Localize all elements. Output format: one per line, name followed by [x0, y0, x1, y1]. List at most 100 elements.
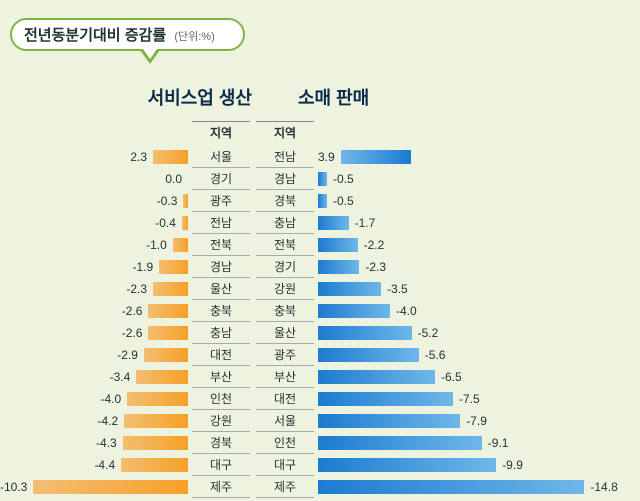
data-row: -3.4부산부산-6.5 — [0, 366, 640, 388]
left-region-cell: 충북 — [192, 301, 250, 322]
left-bar — [124, 414, 188, 428]
right-value-label: -9.1 — [488, 436, 509, 450]
right-value-label: -4.0 — [396, 304, 417, 318]
right-value-label: -14.8 — [590, 480, 617, 494]
right-region-cell: 인천 — [256, 433, 314, 454]
right-series-title: 소매 판매 — [280, 84, 640, 110]
data-row: -2.3울산강원-3.5 — [0, 278, 640, 300]
right-region-cell: 충남 — [256, 213, 314, 234]
chart-rows: 2.3서울전남3.90.0경기경남-0.5-0.3광주경북-0.5-0.4전남충… — [0, 146, 640, 498]
left-region-cell: 경기 — [192, 169, 250, 190]
left-bar — [123, 436, 188, 450]
right-bar — [341, 150, 411, 164]
left-bar — [136, 370, 188, 384]
right-bar — [318, 216, 349, 230]
right-region-cell: 경북 — [256, 191, 314, 212]
data-row: -1.0전북전북-2.2 — [0, 234, 640, 256]
right-bar — [318, 238, 358, 252]
left-region-cell: 부산 — [192, 367, 250, 388]
right-bar — [318, 282, 381, 296]
chart-unit: (단위:%) — [174, 31, 214, 43]
data-row: -10.3 제주 제주 -14.8 — [0, 476, 640, 498]
right-region-cell: 전북 — [256, 235, 314, 256]
data-row: -0.3 광주 경북 -0.5 — [0, 190, 640, 212]
left-region-header: 지역 — [192, 121, 250, 144]
data-row: -1.9경남경기-2.3 — [0, 256, 640, 278]
right-bar — [318, 370, 435, 384]
right-bar — [318, 304, 390, 318]
data-row: -4.0인천대전-7.5 — [0, 388, 640, 410]
left-bar — [148, 326, 188, 340]
data-row: 0.0경기경남-0.5 — [0, 168, 640, 190]
right-bar — [318, 194, 327, 208]
left-value-label: 2.3 — [130, 150, 147, 164]
right-value-label: -3.5 — [387, 282, 408, 296]
right-value-label: -0.5 — [333, 194, 354, 208]
left-bar — [144, 348, 188, 362]
right-bar — [318, 260, 359, 274]
left-region-cell: 대전 — [192, 345, 250, 366]
data-row: 2.3 서울 전남 3.9 — [0, 146, 640, 168]
right-bar — [318, 326, 412, 340]
left-value-label: -0.3 — [157, 194, 178, 208]
data-row: -2.6 충북 충북 -4.0 — [0, 300, 640, 322]
data-row: -4.3 경북 인천 -9.1 — [0, 432, 640, 454]
left-value-label: -1.9 — [132, 260, 153, 274]
left-region-cell: 대구 — [192, 455, 250, 476]
right-bar — [318, 414, 460, 428]
column-titles: 서비스업 생산 소매 판매 — [0, 84, 640, 110]
right-value-label: -5.2 — [418, 326, 439, 340]
left-value-label: -0.4 — [155, 216, 176, 230]
left-bar — [33, 480, 188, 494]
left-region-cell: 경북 — [192, 433, 250, 454]
left-series-title: 서비스업 생산 — [0, 84, 280, 110]
right-region-cell: 부산 — [256, 367, 314, 388]
left-region-cell: 전북 — [192, 235, 250, 256]
right-region-cell: 광주 — [256, 345, 314, 366]
right-value-label: -5.6 — [425, 348, 446, 362]
left-region-cell: 울산 — [192, 279, 250, 300]
right-region-cell: 대구 — [256, 455, 314, 476]
left-value-label: -4.2 — [97, 414, 118, 428]
right-bar — [318, 172, 327, 186]
left-region-cell: 서울 — [192, 147, 250, 168]
left-bar — [159, 260, 188, 274]
left-region-cell: 충남 — [192, 323, 250, 344]
right-bar — [318, 458, 496, 472]
right-region-cell: 전남 — [256, 147, 314, 168]
right-region-cell: 제주 — [256, 477, 314, 498]
left-value-label: -2.6 — [122, 304, 143, 318]
left-value-label: -4.3 — [96, 436, 117, 450]
title-pointer-icon — [140, 50, 160, 64]
left-region-cell: 강원 — [192, 411, 250, 432]
left-region-cell: 광주 — [192, 191, 250, 212]
left-bar — [121, 458, 188, 472]
right-value-label: -0.5 — [333, 172, 354, 186]
right-value-label: -1.7 — [355, 216, 376, 230]
right-value-label: -7.9 — [466, 414, 487, 428]
left-bar — [153, 282, 188, 296]
data-row: -4.4 대구 대구 -9.9 — [0, 454, 640, 476]
right-bar — [318, 480, 584, 494]
right-region-cell: 충북 — [256, 301, 314, 322]
right-value-label: -2.3 — [365, 260, 386, 274]
right-value-label: -9.9 — [502, 458, 523, 472]
left-region-cell: 인천 — [192, 389, 250, 410]
right-region-cell: 울산 — [256, 323, 314, 344]
data-row: -0.4전남충남-1.7 — [0, 212, 640, 234]
right-region-cell: 대전 — [256, 389, 314, 410]
left-bar — [173, 238, 188, 252]
left-value-label: -10.3 — [0, 480, 27, 494]
right-value-label: -6.5 — [441, 370, 462, 384]
chart-title: 전년동분기대비 증감률 — [24, 27, 166, 44]
right-bar — [318, 348, 419, 362]
left-value-label: -2.9 — [117, 348, 138, 362]
data-row: -2.9 대전 광주 -5.6 — [0, 344, 640, 366]
left-region-cell: 제주 — [192, 477, 250, 498]
right-value-label: 3.9 — [318, 150, 335, 164]
left-value-label: -4.0 — [101, 392, 122, 406]
right-region-cell: 경기 — [256, 257, 314, 278]
data-row: -2.6충남울산-5.2 — [0, 322, 640, 344]
left-value-label: -4.4 — [94, 458, 115, 472]
left-value-label: -1.0 — [146, 238, 167, 252]
